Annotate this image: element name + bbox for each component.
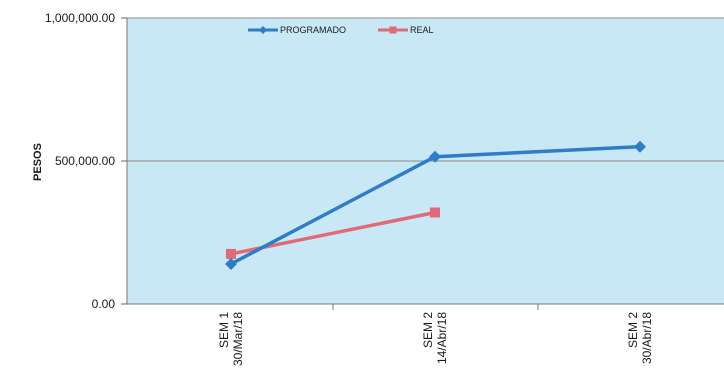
y-tick-label: 0.00 xyxy=(92,297,116,311)
legend-marker xyxy=(259,26,267,34)
x-tick-label-line1: SEM 1 xyxy=(217,312,231,348)
legend: PROGRAMADO REAL xyxy=(248,25,434,35)
x-tick-label: SEM 2 30/Abr/18 xyxy=(626,312,654,364)
legend-label: REAL xyxy=(410,25,434,35)
x-tick-label: SEM 1 30/Mar/18 xyxy=(217,312,245,366)
y-axis-label: PESOS xyxy=(32,143,44,181)
data-point-programado xyxy=(429,150,441,163)
data-point-programado xyxy=(634,140,646,153)
data-point-real xyxy=(430,207,440,218)
legend-item-programado: PROGRAMADO xyxy=(248,25,346,35)
x-axis-ticks: SEM 1 30/Mar/18 SEM 2 14/Abr/18 SEM 2 30/Abr/… xyxy=(217,312,654,366)
x-tick-label-line2: 30/Mar/18 xyxy=(231,312,245,366)
legend-item-real: REAL xyxy=(378,25,434,35)
x-tick-label-line1: SEM 2 xyxy=(421,312,435,348)
legend-marker xyxy=(389,26,397,34)
data-point-programado xyxy=(225,257,237,270)
data-point-real xyxy=(226,248,236,259)
y-tick-label: 1,000,000.00 xyxy=(45,11,115,25)
x-tick-label: SEM 2 14/Abr/18 xyxy=(421,312,449,364)
y-axis-ticks: 1,000,000.00 500,000.00 0.00 xyxy=(45,11,127,311)
legend-label: PROGRAMADO xyxy=(280,25,346,35)
x-tick-label-line2: 14/Abr/18 xyxy=(435,312,449,364)
y-tick-label: 500,000.00 xyxy=(55,154,115,168)
series-layer xyxy=(225,140,646,270)
x-tick-label-line2: 30/Abr/18 xyxy=(640,312,654,364)
x-tick-label-line1: SEM 2 xyxy=(626,312,640,348)
